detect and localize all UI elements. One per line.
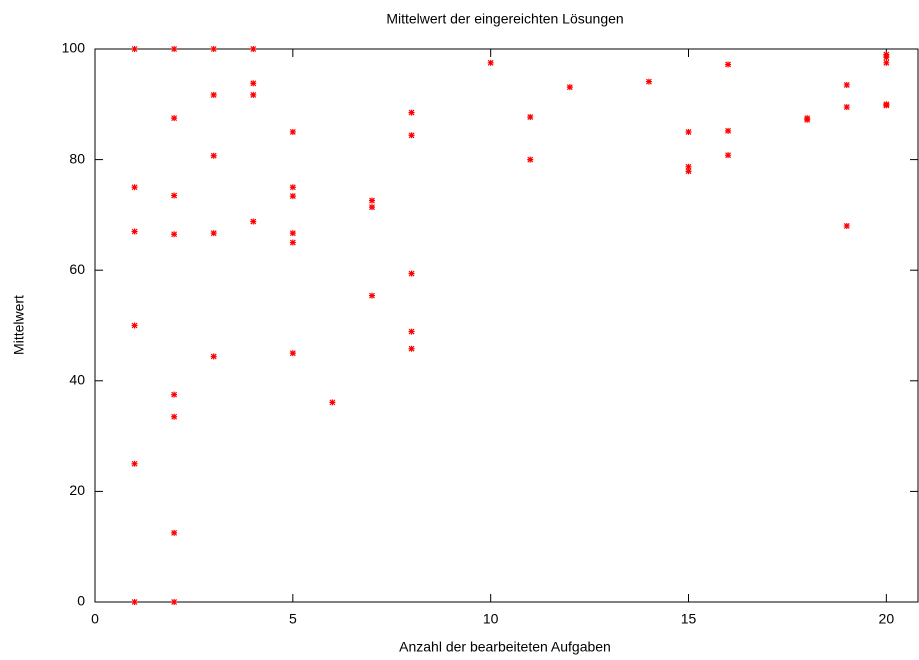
point <box>368 292 375 299</box>
point <box>804 116 811 123</box>
point <box>685 168 692 175</box>
point <box>289 239 296 246</box>
x-tick-label: 5 <box>289 611 297 627</box>
point <box>408 270 415 277</box>
plot-border <box>94 48 919 603</box>
x-tick-label: 0 <box>91 611 99 627</box>
y-tick-label: 0 <box>77 593 85 609</box>
point <box>171 529 178 536</box>
point <box>131 599 138 605</box>
x-tick-label: 10 <box>483 611 499 627</box>
point <box>171 115 178 122</box>
point <box>210 46 217 52</box>
point <box>725 61 732 68</box>
point <box>289 193 296 200</box>
y-tick-label: 40 <box>69 372 85 388</box>
point <box>645 78 652 85</box>
point <box>408 109 415 116</box>
point <box>883 102 890 109</box>
point <box>487 59 494 66</box>
point <box>250 46 257 52</box>
point <box>171 231 178 238</box>
point <box>329 399 336 406</box>
point <box>843 104 850 111</box>
point <box>171 599 178 605</box>
point <box>210 152 217 159</box>
point <box>408 328 415 335</box>
y-tick-label: 60 <box>69 261 85 277</box>
point <box>368 204 375 211</box>
point <box>408 132 415 139</box>
chart-title: Mittelwert der eingereichten Lösungen <box>386 11 623 27</box>
x-tick-label: 15 <box>681 611 697 627</box>
y-tick-label: 80 <box>69 150 85 166</box>
point <box>843 222 850 229</box>
point <box>883 59 890 66</box>
point <box>368 197 375 204</box>
point <box>131 184 138 191</box>
point <box>210 91 217 98</box>
point <box>685 163 692 170</box>
point <box>171 192 178 199</box>
y-tick-label: 100 <box>62 40 86 56</box>
point <box>289 184 296 191</box>
point <box>131 228 138 235</box>
point <box>210 230 217 237</box>
point <box>725 127 732 134</box>
y-axis-label: Mittelwert <box>11 295 27 355</box>
point <box>250 218 257 225</box>
point <box>250 80 257 87</box>
point <box>131 46 138 52</box>
point <box>171 391 178 398</box>
point <box>289 230 296 237</box>
point <box>685 128 692 135</box>
point <box>566 84 573 91</box>
point <box>289 128 296 135</box>
point <box>527 114 534 121</box>
point <box>210 353 217 360</box>
y-tick-label: 20 <box>69 482 85 498</box>
point <box>131 460 138 467</box>
point <box>289 350 296 357</box>
point <box>250 91 257 98</box>
point <box>843 81 850 88</box>
x-tick-label: 20 <box>879 611 895 627</box>
point <box>171 413 178 420</box>
point <box>408 345 415 352</box>
point <box>725 152 732 159</box>
point <box>131 322 138 329</box>
x-axis-label: Anzahl der bearbeiteten Aufgaben <box>399 639 611 655</box>
point <box>171 46 178 52</box>
point <box>883 54 890 61</box>
point <box>527 156 534 163</box>
